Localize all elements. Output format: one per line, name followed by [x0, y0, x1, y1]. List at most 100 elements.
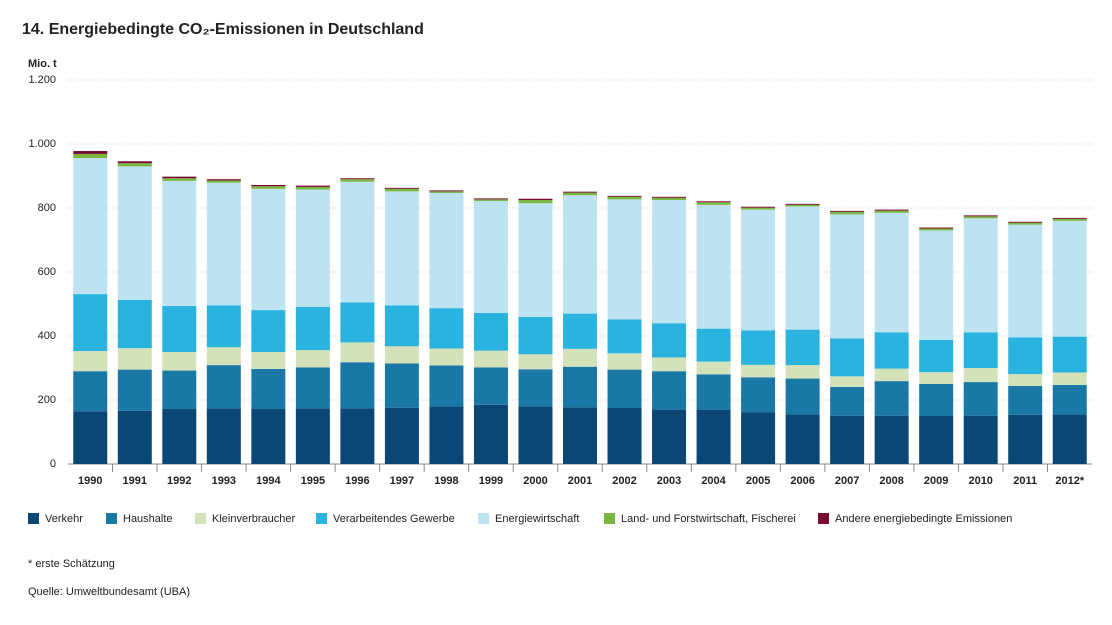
bar-segment: [563, 348, 597, 367]
x-tick-label: 1995: [301, 475, 325, 487]
bar-segment: [1008, 374, 1043, 386]
bar-segment: [963, 215, 998, 217]
bar-segment: [162, 176, 197, 179]
bar-segment: [919, 372, 954, 384]
legend-swatch: [604, 513, 615, 524]
bar-segment: [785, 414, 820, 464]
bar-segment: [741, 364, 776, 378]
bar-segment: [251, 310, 286, 352]
x-tick-label: 1991: [123, 475, 147, 487]
chart-title: 14. Energiebedingte CO₂-Emissionen in De…: [22, 21, 424, 38]
bar-segment: [607, 195, 642, 197]
bar-segment: [162, 305, 197, 352]
bar-segment: [1008, 224, 1043, 338]
bar-segment: [1008, 222, 1043, 225]
bar-segment: [696, 409, 731, 464]
bar-segment: [652, 196, 687, 198]
bar-segment: [652, 197, 687, 200]
bar-segment: [874, 332, 909, 369]
bar-segment: [741, 377, 776, 413]
bar-segment: [607, 408, 642, 464]
bar-segment: [963, 415, 998, 464]
legend-swatch: [195, 513, 206, 524]
bar-segment: [384, 188, 419, 192]
bar-segment: [785, 204, 820, 207]
bar-segment: [251, 188, 286, 311]
bar-segment: [295, 189, 330, 307]
bar-segment: [874, 381, 909, 416]
bar-segment: [785, 329, 820, 366]
bar-segment: [696, 201, 731, 203]
bar-segment: [652, 357, 687, 372]
bar-segment: [607, 319, 642, 354]
bar-segment: [652, 409, 687, 464]
bar-segment: [206, 182, 241, 306]
bar-segment: [963, 382, 998, 416]
bar-segment: [741, 209, 776, 331]
bar-segment: [741, 412, 776, 464]
bar-segment: [652, 200, 687, 324]
bar-segment: [429, 192, 464, 309]
bar-segment: [919, 230, 954, 340]
y-tick-label: 1.000: [28, 138, 56, 150]
legend-swatch: [478, 513, 489, 524]
bar-segment: [830, 415, 865, 464]
bar-segment: [1052, 218, 1087, 221]
bar-segment: [696, 374, 731, 410]
bar-segment: [963, 218, 998, 333]
x-tick-label: 1992: [167, 475, 191, 487]
bar-segment: [251, 408, 286, 464]
bar-segment: [741, 330, 776, 365]
x-tick-label: 2011: [1013, 475, 1037, 487]
bar-segment: [518, 369, 553, 407]
bar-segment: [1008, 221, 1043, 223]
y-tick-label: 400: [38, 330, 56, 342]
bar-segment: [563, 192, 597, 196]
bar-segment: [563, 195, 597, 314]
bar-segment: [429, 190, 464, 192]
legend-label: Andere energiebedingte Emissionen: [835, 513, 1012, 525]
bar-segment: [340, 362, 375, 409]
bar-segment: [117, 163, 152, 167]
bar-segment: [251, 368, 286, 409]
footnote: * erste Schätzung: [28, 558, 115, 570]
bar-segment: [162, 408, 197, 464]
x-tick-label: 2000: [523, 475, 547, 487]
legend-label: Haushalte: [123, 513, 173, 525]
x-tick-label: 2003: [657, 475, 681, 487]
bar-segment: [473, 199, 508, 201]
bar-segment: [384, 191, 419, 306]
bar-segment: [117, 166, 152, 300]
bar-segment: [206, 179, 241, 181]
bar-segment: [1052, 372, 1087, 385]
bar-segment: [741, 207, 776, 210]
bar-segment: [206, 305, 241, 348]
x-tick-label: 1999: [479, 475, 503, 487]
legend-label: Kleinverbraucher: [212, 513, 295, 525]
legend-label: Energiewirtschaft: [495, 513, 579, 525]
bar-segment: [384, 346, 419, 364]
y-axis-label: Mio. t: [28, 58, 57, 70]
bar-segment: [1052, 336, 1087, 373]
bar-segment: [607, 353, 642, 370]
bar-segment: [162, 178, 197, 181]
bar-segment: [874, 415, 909, 464]
bar-segment: [473, 312, 508, 351]
bar-segment: [1052, 384, 1087, 415]
bar-segment: [563, 313, 597, 349]
bar-segment: [340, 181, 375, 303]
legend-label: Verarbeitendes Gewerbe: [333, 513, 455, 525]
bar-segment: [607, 196, 642, 200]
x-tick-label: 2010: [968, 475, 992, 487]
bar-segment: [830, 338, 865, 377]
bar-segment: [518, 203, 553, 317]
bar-segment: [384, 187, 419, 189]
x-tick-label: 2005: [746, 475, 770, 487]
bar-segment: [429, 365, 464, 407]
bar-segment: [518, 200, 553, 204]
legend-swatch: [818, 513, 829, 524]
bar-segment: [162, 180, 197, 306]
bar-segment: [785, 365, 820, 379]
bar-segment: [429, 348, 464, 366]
bar-segment: [696, 361, 731, 375]
